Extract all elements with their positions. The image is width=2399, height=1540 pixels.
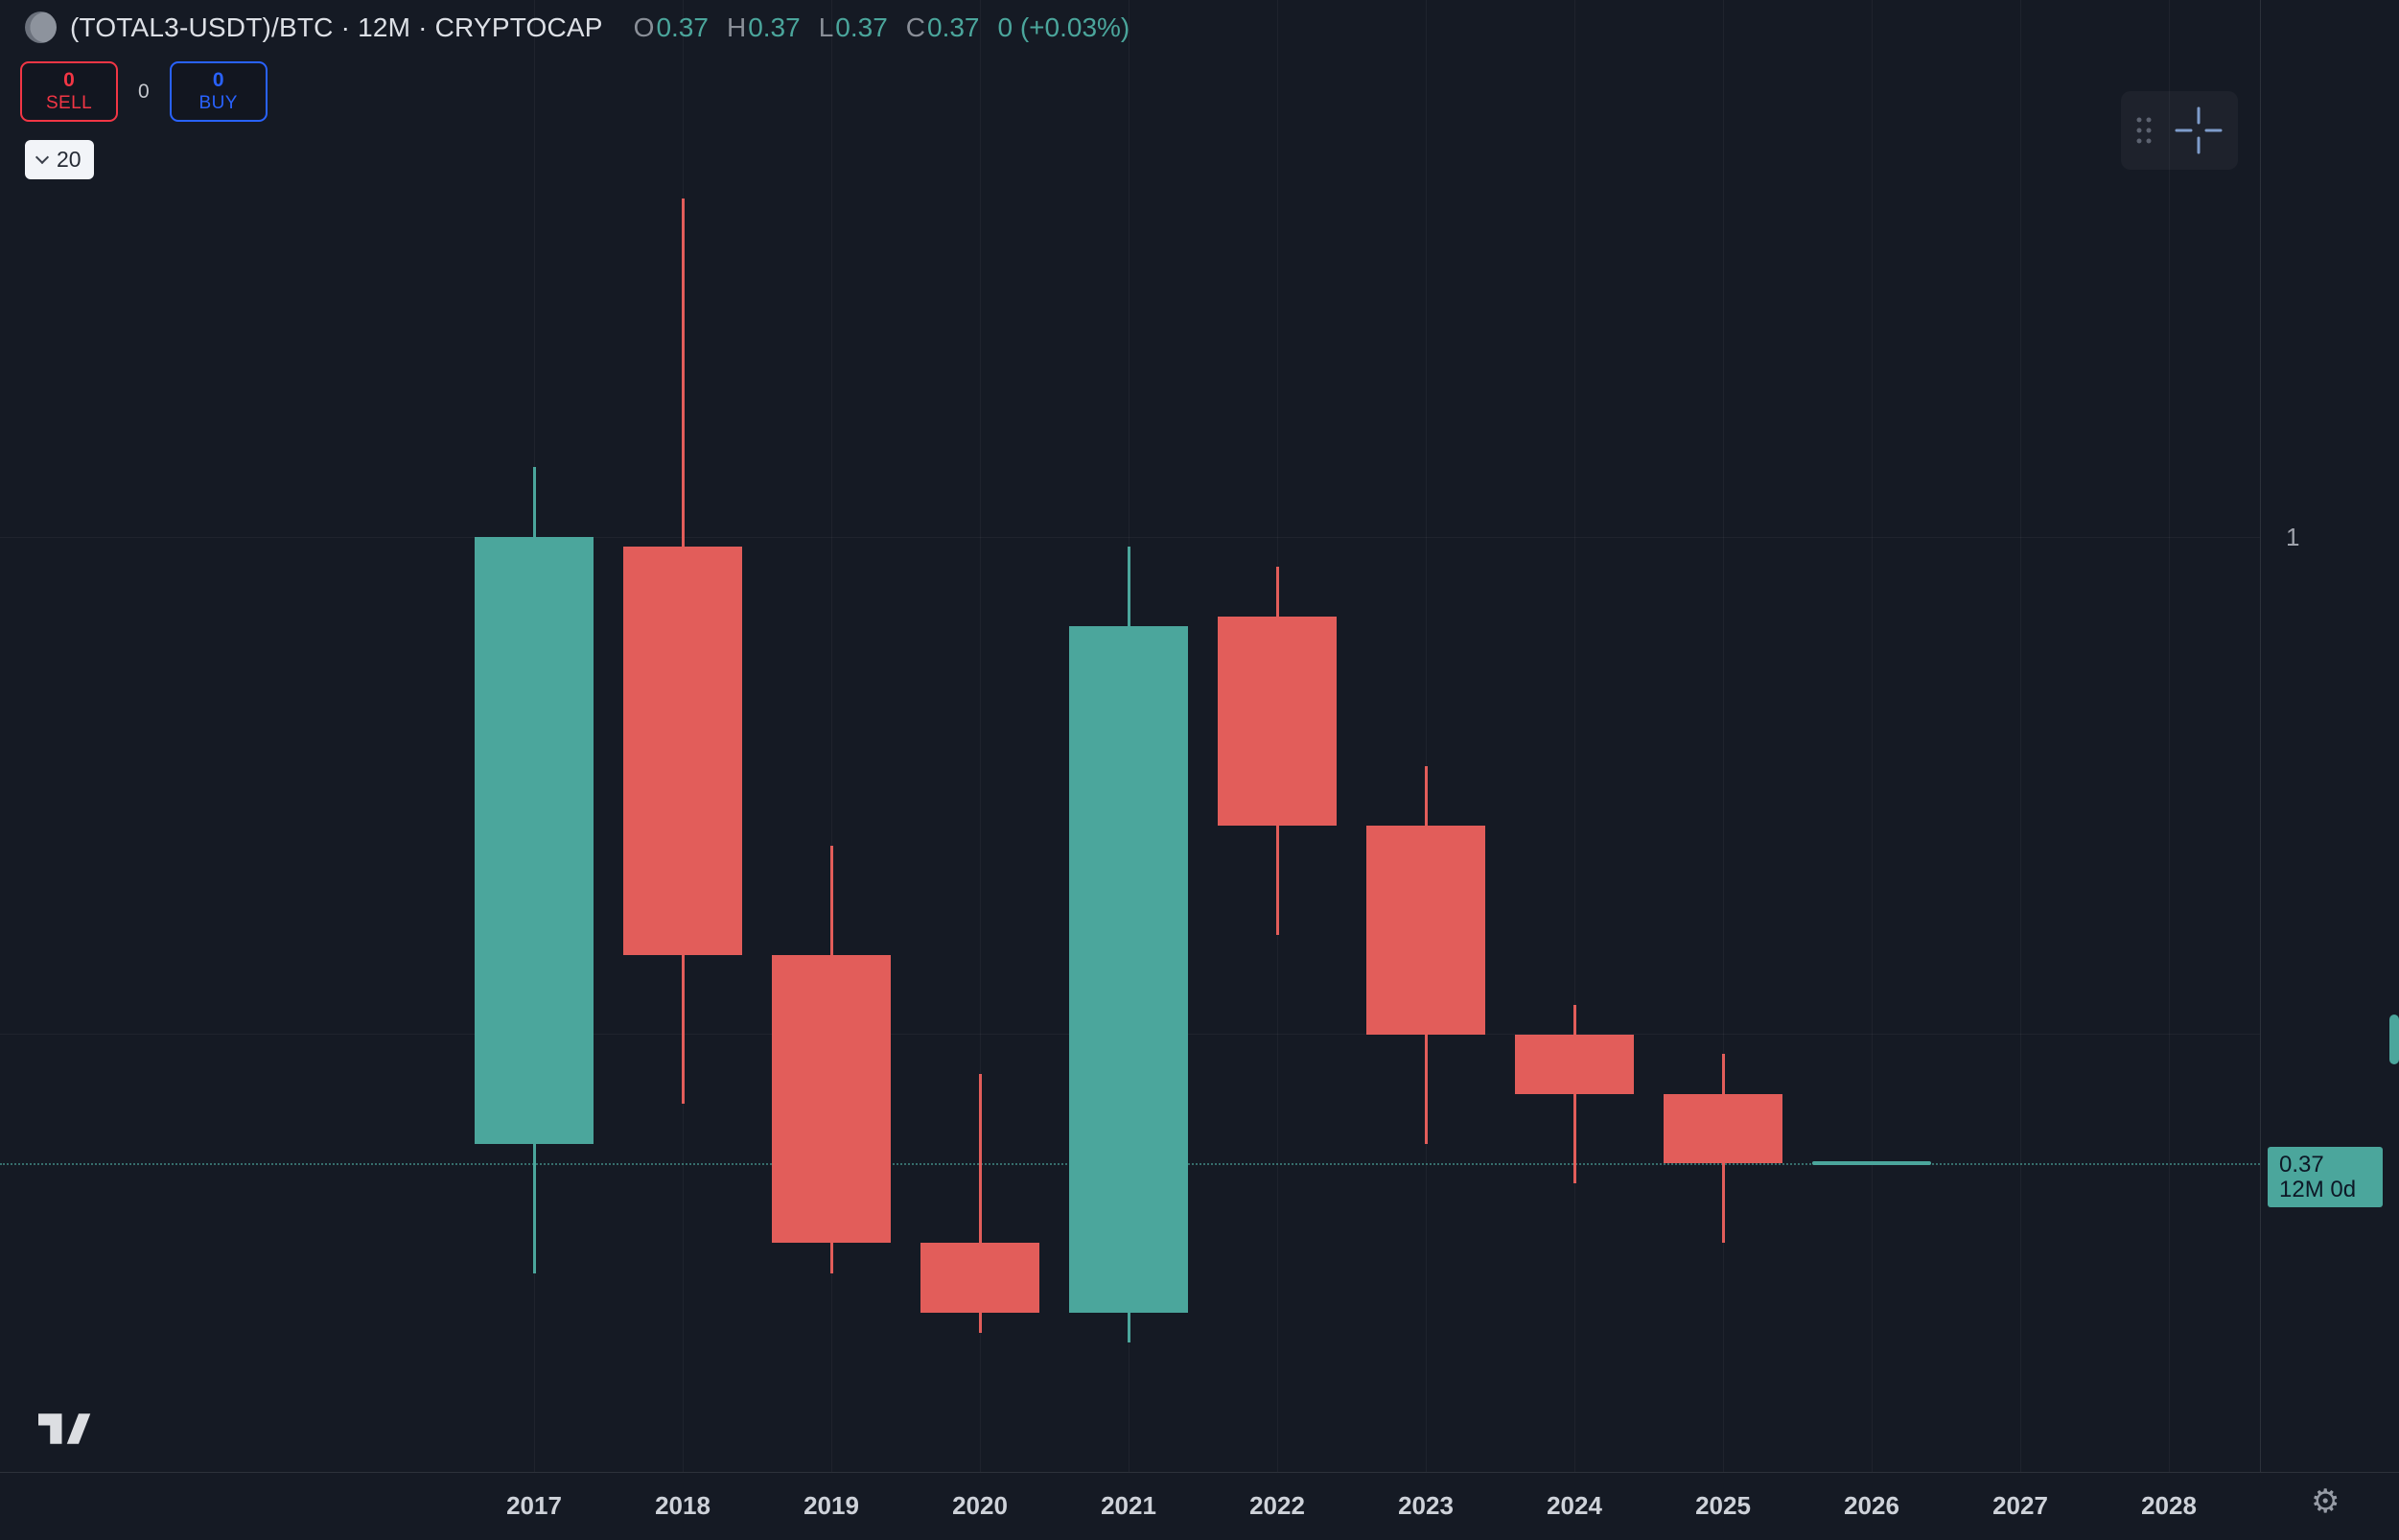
time-axis-label: 2027 [1992,1491,2048,1520]
price-axis[interactable]: 1 0.37 12M 0d [2260,0,2399,1472]
ohlc-open: O 0.37 [633,12,709,42]
quantity-value[interactable]: 0 [138,80,150,103]
ohlc-low: L 0.37 [818,12,888,42]
time-axis-label: 2019 [804,1491,859,1520]
bars-count-value: 20 [57,147,82,172]
candle-2023[interactable] [1366,825,1485,1035]
time-axis-label: 2028 [2141,1491,2197,1520]
candle-2018[interactable] [623,547,742,955]
vertical-gridline [1573,0,1575,1472]
time-axis-label: 2017 [506,1491,562,1520]
ohlc-close: C 0.37 [905,12,980,42]
trade-buttons: 0 SELL 0 0 BUY [20,61,268,122]
time-axis-label: 2021 [1101,1491,1156,1520]
bars-count-dropdown[interactable]: 20 [25,140,94,179]
vertical-gridline [830,0,832,1472]
vertical-gridline [1871,0,1873,1472]
vertical-gridline [2019,0,2021,1472]
time-axis-label: 2022 [1249,1491,1305,1520]
candle-wick-2024 [1572,1004,1576,1184]
candle-2020[interactable] [920,1243,1039,1314]
candles-layer [475,198,1931,1343]
symbol-logo-icon [25,12,57,43]
time-axis-label: 2023 [1398,1491,1454,1520]
candle-2024[interactable] [1515,1034,1634,1094]
candle-2021[interactable] [1069,626,1188,1314]
price-badge-value: 0.37 [2279,1152,2324,1178]
symbol-title[interactable]: (TOTAL3-USDT)/BTC · 12M · CRYPTOCAP [70,12,603,42]
candle-2019[interactable] [772,954,891,1244]
time-axis-label: 2018 [655,1491,710,1520]
vertical-gridline [1722,0,1724,1472]
candle-2026[interactable] [1812,1161,1931,1166]
vertical-gridline [1425,0,1427,1472]
candle-2017[interactable] [475,537,594,1144]
tradingview-logo[interactable] [38,1412,92,1446]
legend: (TOTAL3-USDT)/BTC · 12M · CRYPTOCAP O 0.3… [25,12,1130,43]
candle-wick-2020 [978,1074,982,1333]
ohlc-change: 0 (+0.03%) [997,12,1130,42]
price-badge-countdown: 12M 0d [2279,1177,2357,1203]
ohlc-high: H 0.37 [726,12,801,42]
price-axis-tick: 1 [2286,523,2300,552]
chart-pane[interactable] [0,0,2260,1472]
sell-button[interactable]: 0 SELL [20,61,118,122]
candle-2022[interactable] [1218,617,1337,826]
price-scale-slider[interactable] [2389,1015,2399,1064]
drag-handle-icon[interactable] [2134,114,2154,147]
price-badge: 0.37 12M 0d [2268,1147,2383,1208]
floating-toolbar [2121,91,2238,170]
time-axis-label: 2024 [1547,1491,1602,1520]
buy-button[interactable]: 0 BUY [169,61,268,122]
ohlc-values: O 0.37 H 0.37 L 0.37 C 0.37 0 (+0.03%) [634,12,1130,43]
vertical-gridline [2168,0,2170,1472]
time-axis-label: 2026 [1844,1491,1899,1520]
crosshair-icon[interactable] [2173,105,2224,156]
vertical-gridline [979,0,981,1472]
horizontal-gridline [0,536,2260,538]
chevron-down-icon [35,150,50,165]
candle-2025[interactable] [1664,1093,1782,1164]
time-axis-label: 2020 [952,1491,1008,1520]
time-axis[interactable]: ⚙ 2017 2018 2019 2020 2021 2022 2023 2024 2025 20… [0,1472,2399,1540]
gear-icon[interactable]: ⚙ [2311,1482,2341,1521]
time-axis-label: 2025 [1695,1491,1751,1520]
